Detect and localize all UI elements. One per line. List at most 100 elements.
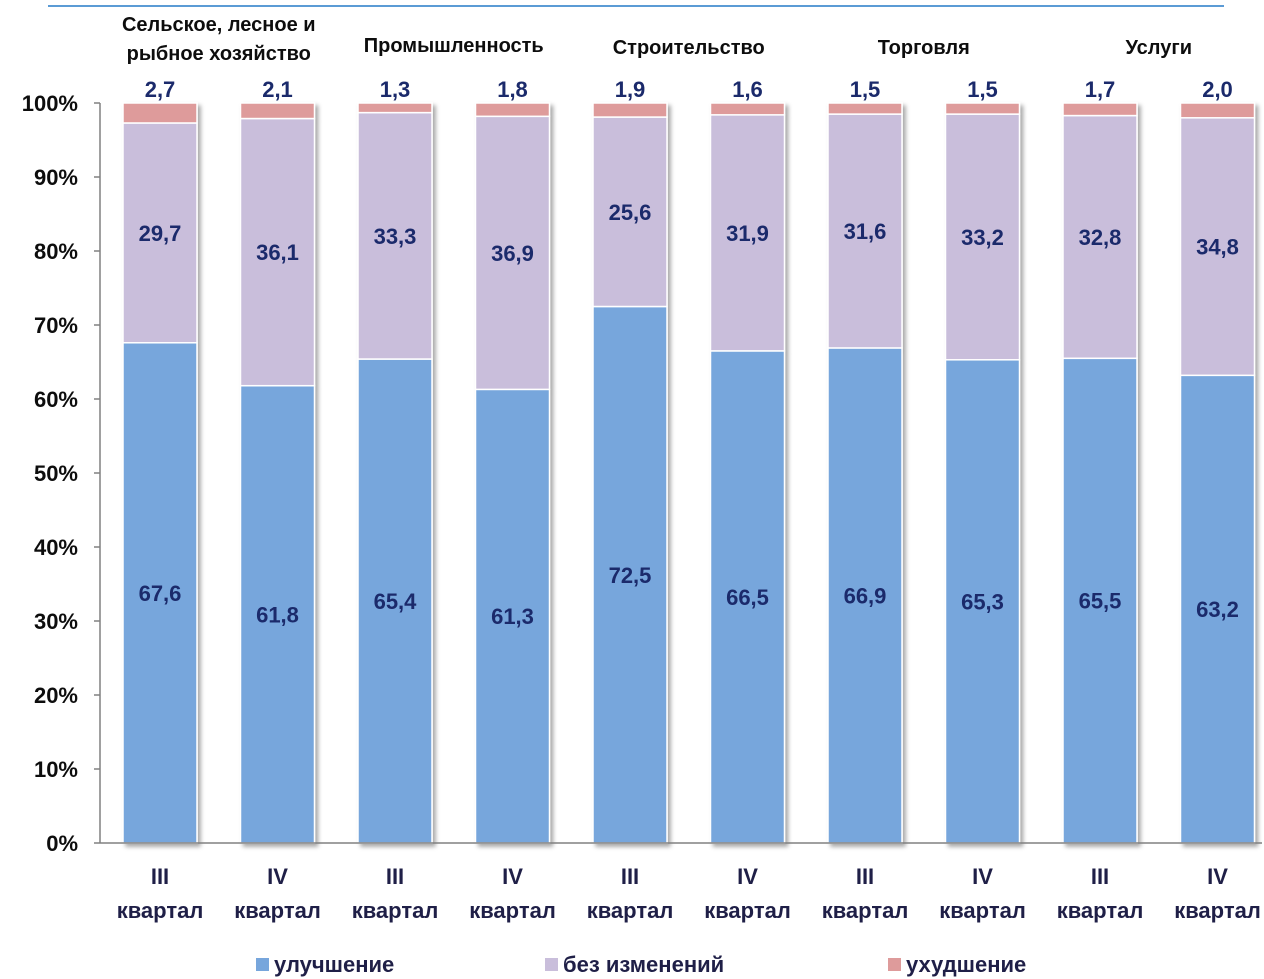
bar-segment-улучшение (1062, 357, 1138, 844)
data-label: 32,8 (1079, 225, 1122, 250)
x-tick-label: IV (972, 864, 993, 889)
data-label-top: 1,3 (380, 77, 411, 102)
data-label: 65,5 (1079, 589, 1122, 614)
y-axis: 0% 10% 20% 30% 40% 50% 60% 70% 80% 90% 100% (22, 91, 101, 856)
x-tick-label: квартал (1057, 898, 1144, 923)
bar-segment-улучшение (709, 350, 786, 844)
x-tick-label: квартал (704, 898, 791, 923)
x-tick-label: IV (267, 864, 288, 889)
y-tick-label: 100% (22, 91, 78, 116)
bar-segment-без-изменений (122, 122, 198, 344)
data-label: 72,5 (609, 563, 652, 588)
bar-segment-улучшение (122, 342, 198, 844)
data-label: 31,9 (726, 221, 769, 246)
data-label-top: 1,8 (497, 77, 528, 102)
bar-segment-улучшение (474, 388, 551, 844)
bar-segment-ухудшение (357, 102, 433, 114)
legend-item: без изменений (545, 952, 724, 977)
bar-segment-ухудшение (827, 102, 903, 115)
data-label: 29,7 (139, 221, 182, 246)
bar-segment-улучшение (239, 384, 316, 844)
bar-segment-ухудшение (592, 102, 668, 118)
legend-swatch (888, 958, 901, 971)
y-tick-label: 20% (34, 683, 78, 708)
x-tick-label: квартал (1174, 898, 1261, 923)
bar-segment-ухудшение (122, 102, 198, 124)
group-label: Промышленность (364, 35, 544, 57)
data-label: 67,6 (139, 581, 182, 606)
y-tick-label: 90% (34, 165, 78, 190)
x-tick-label: III (856, 864, 874, 889)
x-tick-label: квартал (117, 898, 204, 923)
y-tick-label: 80% (34, 239, 78, 264)
y-tick-label: 70% (34, 313, 78, 338)
legend-label: ухудшение (906, 952, 1026, 977)
data-label-top: 1,5 (967, 77, 998, 102)
x-tick-label: IV (1207, 864, 1228, 889)
group-label: Торговля (878, 37, 970, 59)
data-label: 36,9 (491, 241, 534, 266)
bar-stack (1179, 102, 1256, 844)
bar-segment-без-изменений (827, 113, 903, 349)
data-label: 33,3 (374, 224, 417, 249)
data-label-top: 1,9 (615, 77, 646, 102)
y-tick-label: 60% (34, 387, 78, 412)
bar-stack (239, 102, 316, 844)
x-tick-label: III (621, 864, 639, 889)
x-tick-label: квартал (822, 898, 909, 923)
data-label: 65,4 (374, 589, 418, 614)
group-label: Услуги (1126, 37, 1193, 59)
bar-segment-ухудшение (944, 102, 1021, 115)
bar-segment-без-изменений (239, 117, 316, 387)
x-tick-label: квартал (352, 898, 439, 923)
bar-segment-без-изменений (357, 111, 433, 360)
x-tick-label: IV (737, 864, 758, 889)
x-tick-label: III (1091, 864, 1109, 889)
data-label: 25,6 (609, 200, 652, 225)
legend-item: улучшение (256, 952, 394, 977)
bar-segment-без-изменений (944, 113, 1021, 361)
bar-segment-без-изменений (474, 115, 551, 391)
bar-segment-ухудшение (709, 102, 786, 116)
x-axis: III квартал IV квартал III квартал IV квартал II… (100, 842, 1262, 923)
bar-segment-улучшение (592, 305, 668, 844)
group-label: рыбное хозяйство (127, 43, 311, 65)
data-label-top: 1,6 (732, 77, 763, 102)
bar-segment-без-изменений (709, 114, 786, 352)
data-label-top: 2,7 (145, 77, 176, 102)
group-labels: Сельское, лесное и рыбное хозяйство Промыш… (122, 14, 1192, 65)
legend-swatch (256, 958, 269, 971)
bar-segment-без-изменений (592, 116, 668, 308)
y-tick-label: 40% (34, 535, 78, 560)
x-tick-label: квартал (234, 898, 321, 923)
bar-segment-ухудшение (474, 102, 551, 118)
x-tick-label: квартал (587, 898, 674, 923)
data-label: 61,8 (256, 602, 299, 627)
data-label: 63,2 (1196, 597, 1239, 622)
bar-segment-улучшение (827, 347, 903, 844)
bars: 67,6 29,7 61,8 36,1 65,4 33,3 61,3 36,9 72,5 25,6… (122, 102, 1256, 844)
data-label-top: 2,0 (1202, 77, 1233, 102)
bar-segment-улучшение (1179, 374, 1256, 844)
data-label: 61,3 (491, 604, 534, 629)
x-tick-label: IV (502, 864, 523, 889)
x-tick-label: квартал (469, 898, 556, 923)
data-label: 66,5 (726, 585, 769, 610)
bar-stack (827, 102, 903, 844)
data-label-top: 1,7 (1085, 77, 1116, 102)
bar-stack (1062, 102, 1138, 844)
bar-stack (592, 102, 668, 844)
x-tick-label: III (386, 864, 404, 889)
data-label: 33,2 (961, 225, 1004, 250)
top-value-labels: 2,7 2,1 1,3 1,8 1,9 1,6 1,5 1,5 1,7 2,0 (145, 77, 1233, 102)
y-tick-label: 10% (34, 757, 78, 782)
bar-stack (944, 102, 1021, 844)
x-tick-label: III (151, 864, 169, 889)
data-label: 65,3 (961, 589, 1004, 614)
bar-segment-улучшение (357, 358, 433, 844)
bar-segment-без-изменений (1179, 117, 1256, 377)
y-tick-label: 50% (34, 461, 78, 486)
bar-stack (709, 102, 786, 844)
legend-swatch (545, 958, 558, 971)
